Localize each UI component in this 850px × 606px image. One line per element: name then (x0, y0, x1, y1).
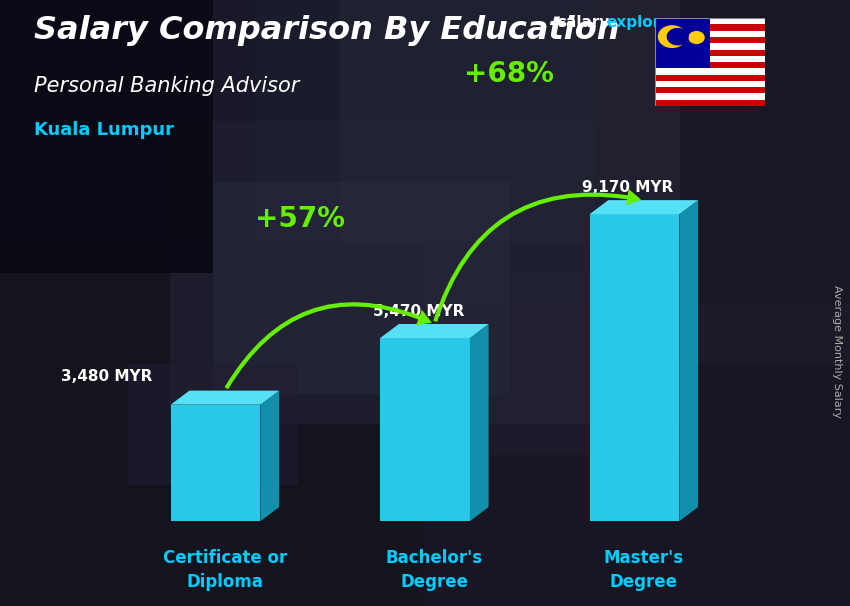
Text: explorer: explorer (606, 15, 678, 30)
Bar (654, 75, 765, 81)
Text: Salary Comparison By Education: Salary Comparison By Education (34, 15, 620, 46)
Bar (654, 62, 765, 68)
Bar (654, 37, 765, 43)
Bar (255, 0, 680, 303)
Text: +57%: +57% (255, 205, 345, 233)
Text: Personal Banking Advisor: Personal Banking Advisor (34, 76, 299, 96)
Polygon shape (590, 200, 698, 214)
Text: Kuala Lumpur: Kuala Lumpur (34, 121, 174, 139)
Bar (0, 0, 255, 242)
Wedge shape (666, 28, 688, 45)
Bar (654, 87, 765, 93)
Bar (654, 18, 710, 68)
Text: Certificate or
Diploma: Certificate or Diploma (163, 549, 287, 591)
Bar (654, 56, 765, 62)
Bar (0, 242, 425, 606)
Polygon shape (171, 391, 279, 405)
Bar (425, 303, 850, 606)
FancyArrowPatch shape (434, 189, 641, 322)
Polygon shape (171, 405, 260, 521)
Polygon shape (590, 214, 679, 521)
Bar (340, 0, 680, 242)
Wedge shape (658, 25, 687, 48)
Bar (425, 273, 680, 454)
Text: Master's
Degree: Master's Degree (604, 549, 684, 591)
Bar (0, 0, 212, 273)
Polygon shape (470, 324, 489, 521)
Text: Average Monthly Salary: Average Monthly Salary (832, 285, 842, 418)
Bar (654, 100, 765, 106)
Text: salary: salary (557, 15, 609, 30)
Bar (128, 364, 298, 485)
FancyArrowPatch shape (224, 302, 432, 389)
Bar (654, 50, 765, 56)
Bar (654, 24, 765, 31)
Bar (654, 68, 765, 75)
Bar (595, 0, 850, 364)
Polygon shape (260, 391, 279, 521)
Bar (170, 121, 680, 424)
Polygon shape (380, 338, 470, 521)
Text: +68%: +68% (464, 59, 554, 88)
Text: .com: .com (664, 15, 705, 30)
Bar (654, 31, 765, 37)
Polygon shape (679, 200, 698, 521)
Bar (654, 18, 765, 24)
Bar (654, 43, 765, 50)
Bar (654, 81, 765, 87)
Text: Bachelor's
Degree: Bachelor's Degree (386, 549, 483, 591)
Text: 5,470 MYR: 5,470 MYR (372, 304, 464, 319)
Text: 9,170 MYR: 9,170 MYR (582, 180, 673, 195)
Bar (212, 182, 510, 394)
Polygon shape (380, 324, 489, 338)
Text: 3,480 MYR: 3,480 MYR (60, 368, 152, 384)
Bar (654, 93, 765, 100)
Circle shape (688, 31, 705, 44)
